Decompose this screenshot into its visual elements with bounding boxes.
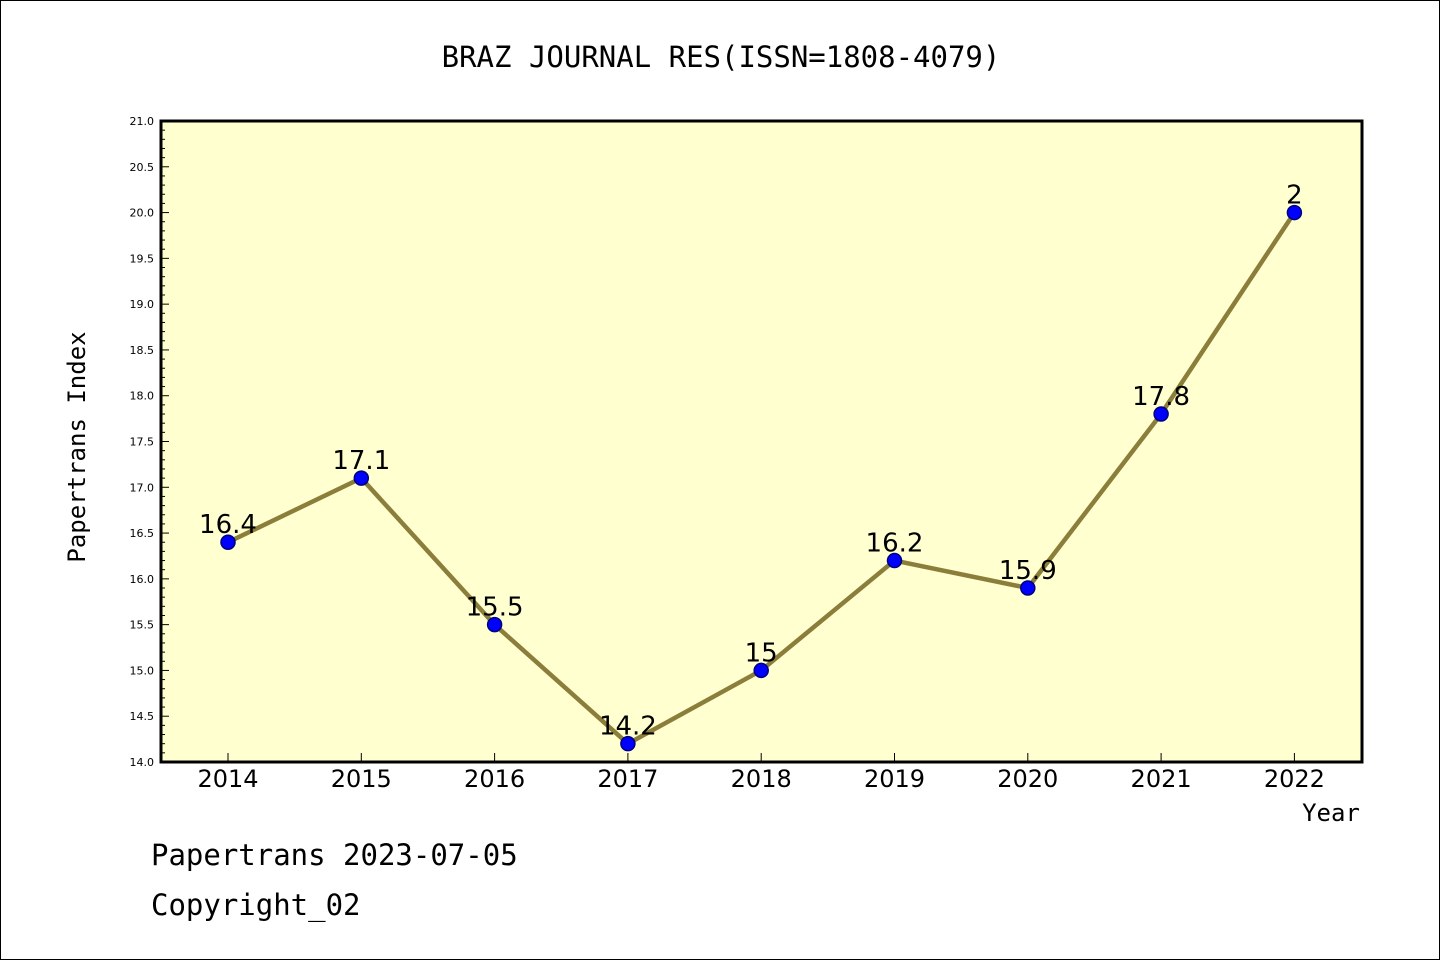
x-axis: 2014 2015 2016 2017 2018 2019 2020 2021 2022 bbox=[197, 753, 1325, 793]
data-label: 14.2 bbox=[599, 712, 657, 742]
data-point-marker bbox=[886, 552, 903, 569]
y-tick-label: 20.5 bbox=[130, 161, 155, 174]
chart-title: BRAZ JOURNAL RES(ISSN=1808-4079) bbox=[442, 40, 1001, 74]
series-markers-group bbox=[220, 204, 1303, 752]
y-tick-label: 18.0 bbox=[130, 390, 155, 403]
y-tick-label: 15.0 bbox=[130, 664, 155, 677]
data-label: 16.2 bbox=[866, 529, 924, 559]
y-tick-label: 17.5 bbox=[130, 436, 155, 449]
y-tick-label: 16.0 bbox=[130, 573, 155, 586]
data-label: 15.9 bbox=[999, 556, 1057, 586]
data-point-marker bbox=[753, 662, 769, 679]
x-axis-label: Year bbox=[1302, 799, 1360, 827]
x-tick-label: 2017 bbox=[597, 765, 658, 793]
y-tick-label: 17.0 bbox=[130, 481, 155, 494]
data-label: 17.1 bbox=[332, 446, 390, 476]
plot-area bbox=[159, 119, 1364, 764]
data-point-marker bbox=[220, 534, 236, 550]
y-tick-label: 16.5 bbox=[130, 527, 155, 540]
x-tick-label: 2018 bbox=[731, 765, 792, 793]
y-tick-label: 21.0 bbox=[130, 115, 155, 128]
data-point-marker bbox=[1020, 580, 1036, 596]
x-tick-label: 2020 bbox=[997, 765, 1058, 793]
y-axis-label: Papertrans Index bbox=[63, 331, 91, 562]
x-tick-label: 2021 bbox=[1131, 765, 1192, 793]
y-tick-label: 14.5 bbox=[130, 710, 155, 723]
x-tick-label: 2014 bbox=[197, 765, 258, 793]
footer-date: Papertrans 2023-07-05 bbox=[151, 838, 518, 872]
y-tick-label: 15.5 bbox=[130, 619, 155, 632]
data-labels-group: 16.4 17.1 15.5 14.2 15 16.2 15.9 17.8 2 bbox=[199, 181, 1303, 742]
data-point-marker bbox=[1286, 204, 1303, 221]
y-tick-label: 14.0 bbox=[130, 756, 155, 769]
footer-copyright: Copyright_02 bbox=[151, 888, 361, 923]
data-point-marker bbox=[486, 616, 503, 633]
data-point-marker bbox=[1153, 406, 1169, 422]
y-tick-label: 19.0 bbox=[130, 298, 155, 311]
y-tick-label: 18.5 bbox=[130, 344, 155, 357]
y-tick-label: 20.0 bbox=[130, 207, 155, 220]
y-axis: 14.0 14.5 15.0 15.5 16.0 16.5 17.0 17.5 18.0 18.5… bbox=[130, 115, 169, 769]
data-label: 16.4 bbox=[199, 510, 257, 540]
data-point-marker bbox=[620, 735, 636, 752]
x-tick-label: 2015 bbox=[331, 765, 392, 793]
data-label: 15 bbox=[745, 638, 778, 668]
data-label: 17.8 bbox=[1132, 382, 1190, 412]
data-label: 15.5 bbox=[466, 593, 524, 623]
y-tick-label: 19.5 bbox=[130, 252, 155, 265]
data-point-marker bbox=[353, 470, 370, 486]
x-tick-label: 2022 bbox=[1264, 765, 1325, 793]
x-tick-label: 2019 bbox=[864, 765, 925, 793]
data-label: 2 bbox=[1286, 181, 1303, 211]
x-tick-label: 2016 bbox=[464, 765, 525, 793]
